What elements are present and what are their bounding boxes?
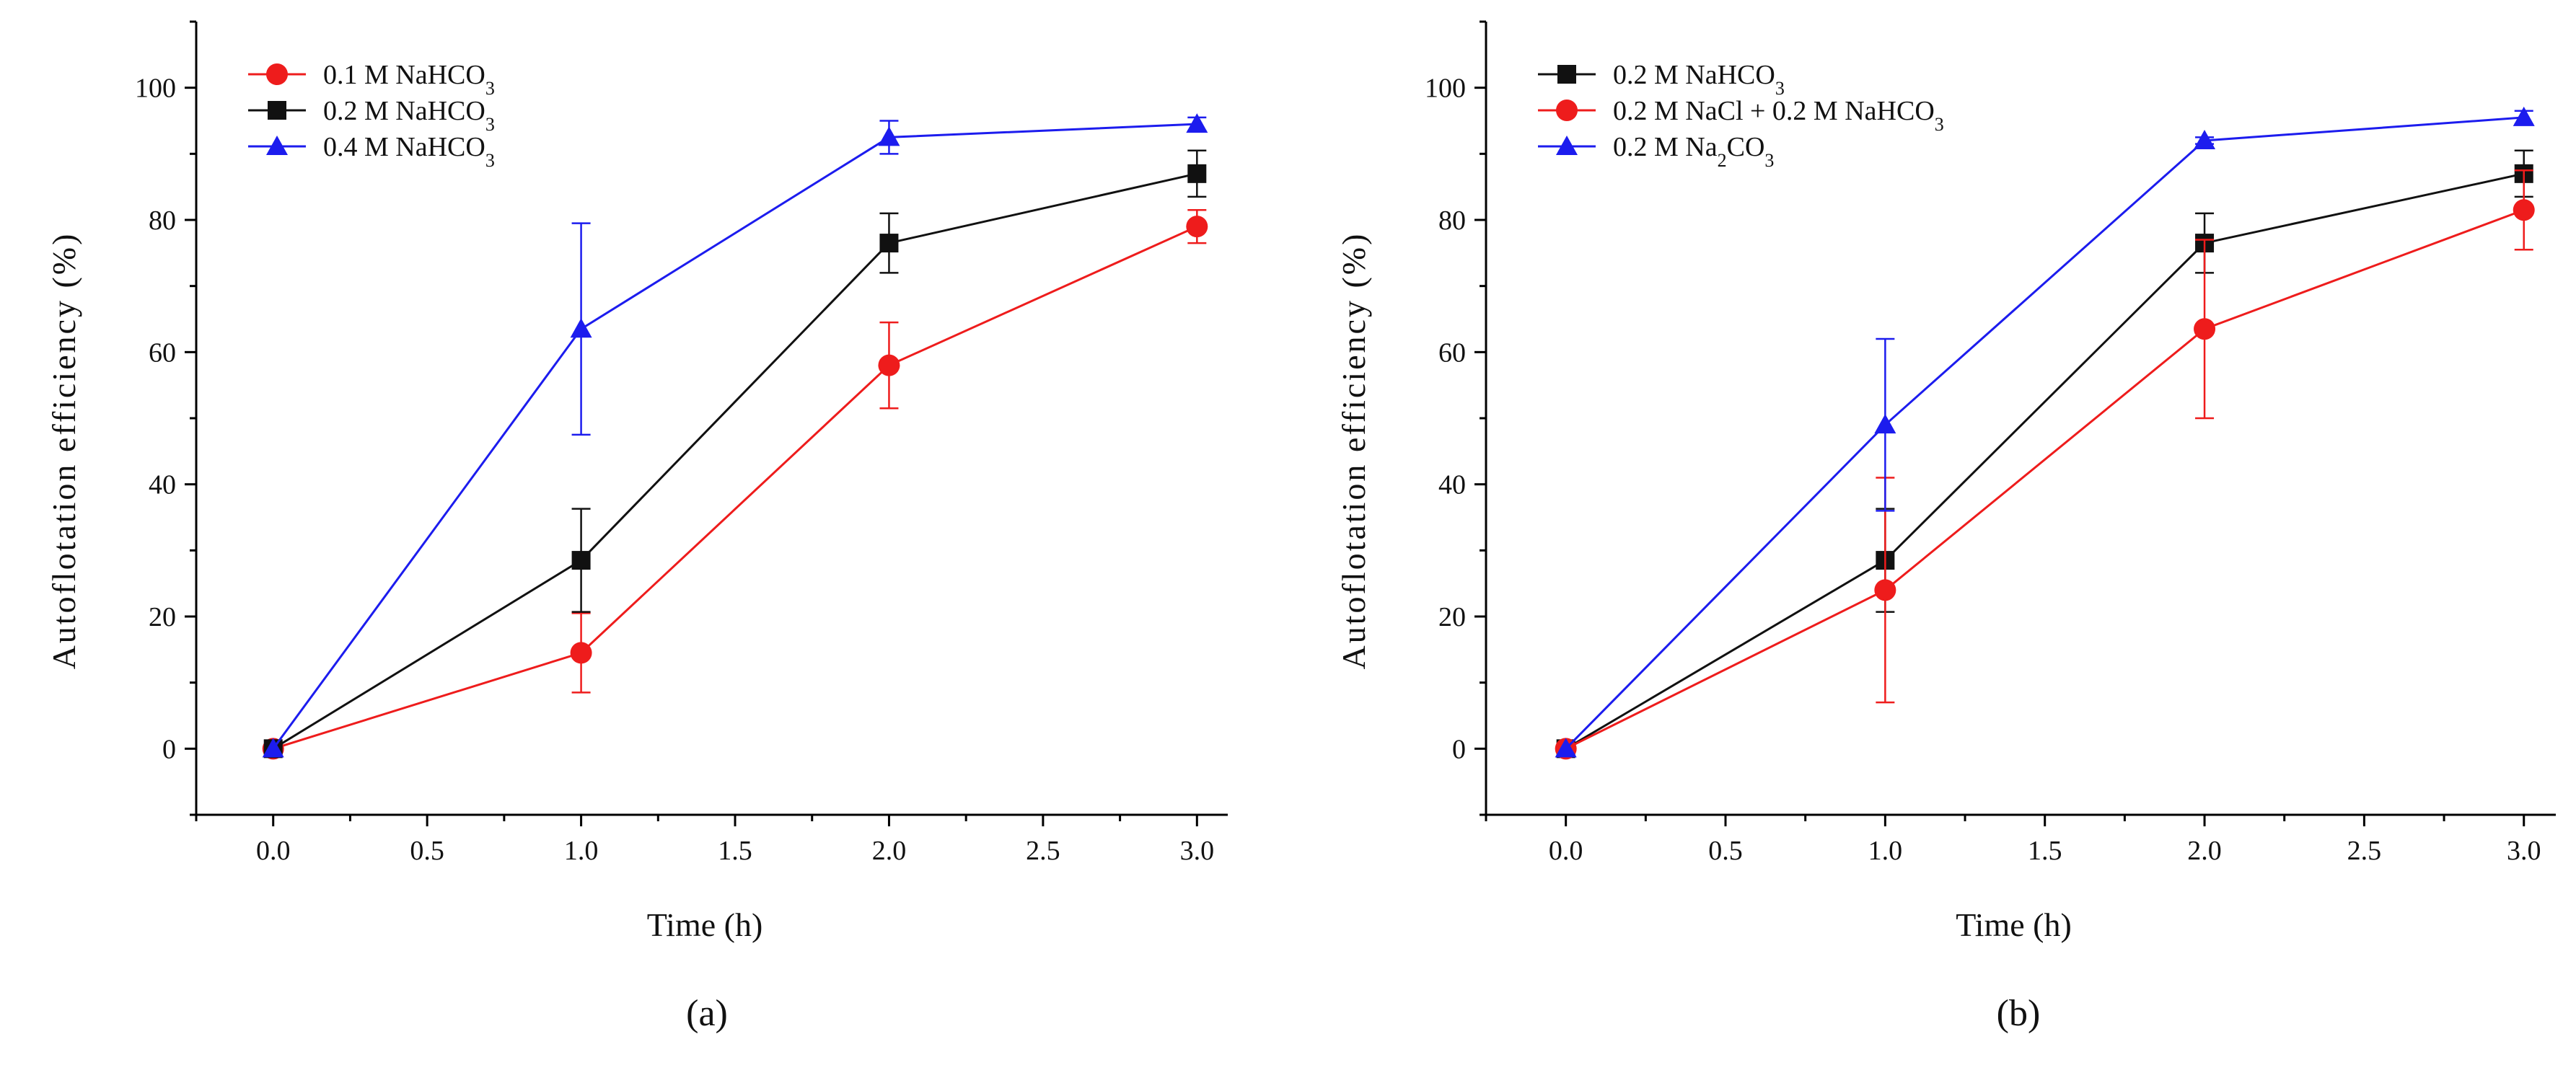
legend-label: 0.2 M NaHCO3	[323, 96, 495, 135]
y-tick-label: 100	[1425, 74, 1466, 104]
series-line	[272, 172, 1197, 750]
data-series	[263, 149, 1207, 759]
data-point	[1187, 164, 1207, 183]
x-tick-label: 3.0	[2507, 836, 2541, 866]
data-series	[1555, 169, 2535, 760]
series-line	[1565, 208, 2525, 750]
legend-marker	[1556, 136, 1578, 155]
data-point	[878, 126, 900, 146]
y-tick-label: 20	[149, 602, 176, 632]
data-point	[1186, 216, 1208, 238]
data-point	[878, 354, 900, 376]
x-tick-label: 1.5	[718, 836, 752, 866]
data-point	[1555, 738, 1577, 758]
data-series	[1555, 106, 2535, 758]
y-tick-label: 80	[149, 206, 176, 236]
x-tick-label: 1.0	[564, 836, 599, 866]
data-series	[1556, 149, 2533, 759]
series-line	[273, 225, 1197, 750]
data-series	[262, 209, 1208, 760]
x-tick-label: 1.5	[2028, 836, 2062, 866]
x-axis-title: Time (h)	[1956, 906, 2072, 943]
legend-marker	[268, 101, 286, 120]
y-tick-label: 60	[1438, 337, 1466, 368]
data-series	[262, 113, 1208, 758]
y-axis-title: Autoflotation efficiency (%)	[45, 232, 82, 670]
legend-marker	[1556, 100, 1578, 121]
panel-label: (b)	[1997, 993, 2041, 1034]
x-tick-label: 0.0	[256, 836, 291, 866]
data-point	[1186, 113, 1208, 133]
legend-marker	[266, 136, 288, 155]
data-point	[1874, 414, 1896, 434]
data-point	[2194, 318, 2216, 340]
x-tick-label: 0.0	[1549, 836, 1583, 866]
legend-marker	[1557, 65, 1576, 84]
series-line	[272, 123, 1197, 750]
data-point	[571, 551, 591, 570]
panel-label: (a)	[686, 993, 728, 1034]
x-tick-label: 1.0	[1868, 836, 1903, 866]
data-point	[879, 234, 899, 253]
y-tick-label: 20	[1438, 602, 1466, 632]
chart-panel-a: 0 20 40 60 80 100 0.0 0.5 1.0 1.5 2.0 2.5 3.0 Time (h…	[45, 20, 1228, 1034]
legend-label: 0.1 M NaHCO3	[323, 60, 495, 99]
legend-label: 0.2 M NaCl + 0.2 M NaHCO3	[1613, 96, 1944, 135]
y-tick-label: 100	[135, 74, 176, 104]
y-tick-label: 80	[1438, 206, 1466, 236]
x-tick-label: 2.0	[872, 836, 907, 866]
legend-label: 0.4 M NaHCO3	[323, 132, 495, 171]
y-tick-label: 40	[149, 470, 176, 500]
y-axis-title: Autoflotation efficiency (%)	[1335, 232, 1372, 670]
series-line	[1565, 172, 2525, 750]
legend-marker	[266, 63, 288, 85]
x-tick-label: 2.0	[2187, 836, 2222, 866]
legend-label: 0.2 M Na2CO3	[1613, 132, 1774, 171]
x-axis-title: Time (h)	[647, 906, 763, 943]
y-tick-label: 60	[149, 337, 176, 368]
legend-label: 0.2 M NaHCO3	[1613, 60, 1785, 99]
x-tick-label: 2.5	[2347, 836, 2382, 866]
y-tick-label: 0	[1452, 734, 1466, 764]
x-tick-label: 3.0	[1180, 836, 1215, 866]
x-tick-label: 2.5	[1026, 836, 1060, 866]
x-tick-label: 0.5	[1708, 836, 1743, 866]
chart-panel-b: 0 20 40 60 80 100 0.0 0.5 1.0 1.5 2.0 2.5 3.0 Time (h…	[1335, 20, 2556, 1034]
data-point	[2513, 106, 2535, 126]
x-tick-label: 0.5	[410, 836, 444, 866]
data-point	[2194, 130, 2216, 149]
data-point	[570, 318, 592, 338]
y-tick-label: 40	[1438, 470, 1466, 500]
data-point	[570, 642, 592, 664]
data-point	[262, 738, 284, 758]
series-line	[1565, 116, 2524, 750]
y-tick-label: 0	[162, 734, 176, 764]
data-point	[1874, 579, 1896, 601]
data-point	[2513, 199, 2535, 221]
